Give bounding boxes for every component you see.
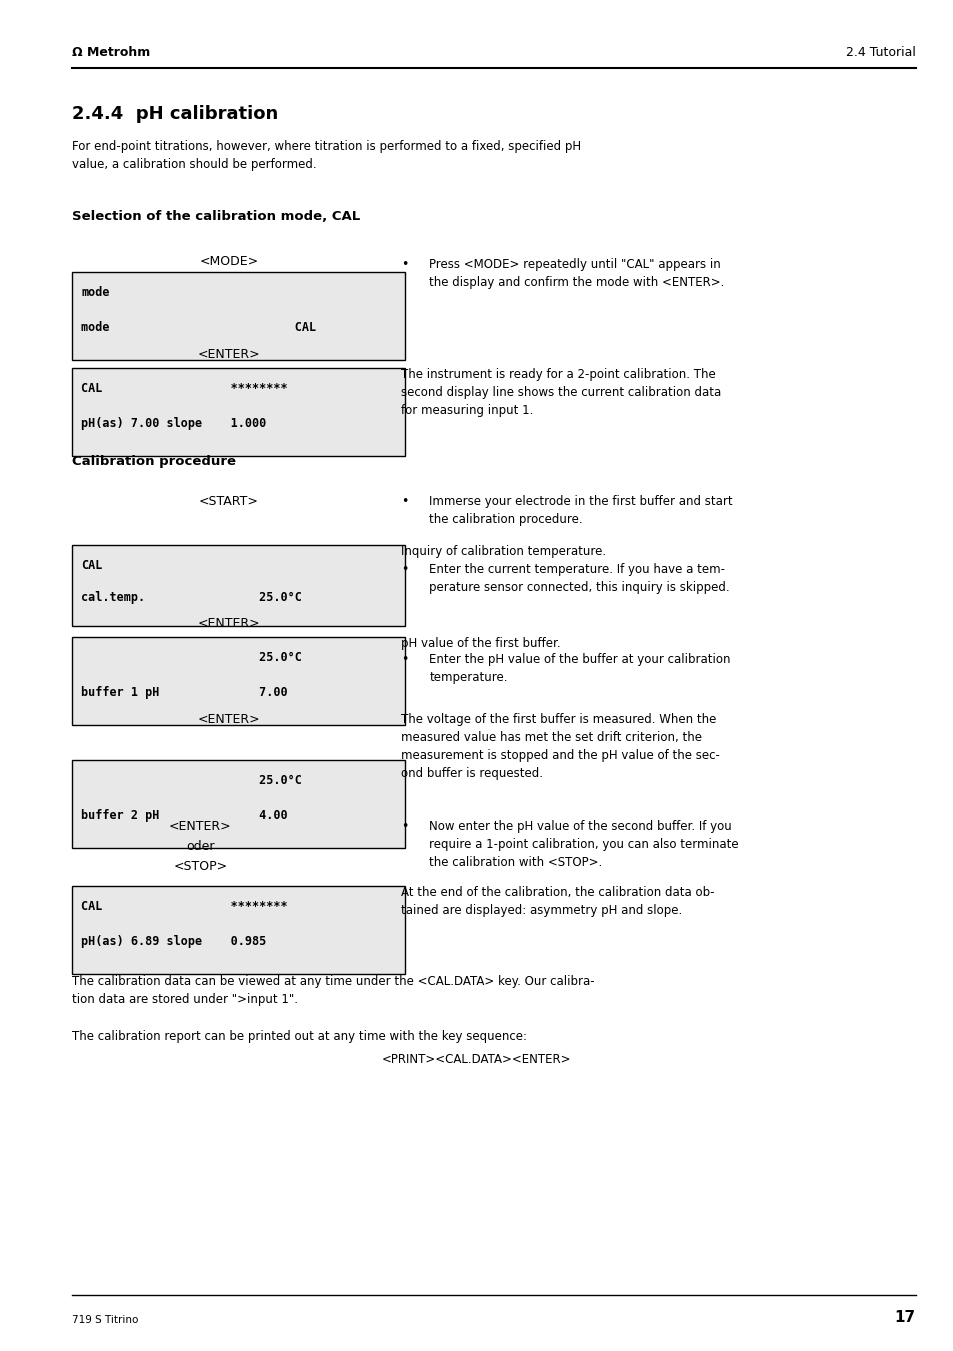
Text: <PRINT><CAL.DATA><ENTER>: <PRINT><CAL.DATA><ENTER> <box>382 1052 571 1066</box>
Text: Enter the pH value of the buffer at your calibration
temperature.: Enter the pH value of the buffer at your… <box>429 653 730 684</box>
Text: cal.temp.                25.0°C: cal.temp. 25.0°C <box>81 590 302 604</box>
Text: Enter the current temperature. If you have a tem-
perature sensor connected, thi: Enter the current temperature. If you ha… <box>429 563 729 594</box>
FancyBboxPatch shape <box>71 544 405 626</box>
Text: 25.0°C: 25.0°C <box>81 774 302 786</box>
Text: CAL: CAL <box>81 558 102 571</box>
Text: Ω Metrohm: Ω Metrohm <box>71 46 150 58</box>
Text: mode                          CAL: mode CAL <box>81 320 315 334</box>
Text: For end-point titrations, however, where titration is performed to a fixed, spec: For end-point titrations, however, where… <box>71 141 580 172</box>
Text: 2.4 Tutorial: 2.4 Tutorial <box>845 46 915 58</box>
Text: 17: 17 <box>894 1310 915 1325</box>
FancyBboxPatch shape <box>71 367 405 455</box>
Text: •: • <box>400 820 408 834</box>
FancyBboxPatch shape <box>71 761 405 848</box>
Text: 719 S Titrino: 719 S Titrino <box>71 1315 138 1325</box>
Text: <ENTER>: <ENTER> <box>197 349 260 361</box>
Text: CAL                  ********: CAL ******** <box>81 381 288 394</box>
Text: <MODE>: <MODE> <box>199 255 258 267</box>
Text: The calibration data can be viewed at any time under the <CAL.DATA> key. Our cal: The calibration data can be viewed at an… <box>71 975 594 1006</box>
Text: pH(as) 6.89 slope    0.985: pH(as) 6.89 slope 0.985 <box>81 935 266 947</box>
Text: Calibration procedure: Calibration procedure <box>71 455 235 467</box>
Text: 25.0°C: 25.0°C <box>81 651 302 663</box>
Text: buffer 2 pH              4.00: buffer 2 pH 4.00 <box>81 809 288 821</box>
Text: •: • <box>400 653 408 666</box>
Text: The voltage of the first buffer is measured. When the
measured value has met the: The voltage of the first buffer is measu… <box>400 713 719 780</box>
Text: Inquiry of calibration temperature.: Inquiry of calibration temperature. <box>400 544 605 558</box>
FancyBboxPatch shape <box>71 638 405 725</box>
Text: Now enter the pH value of the second buffer. If you
require a 1-point calibratio: Now enter the pH value of the second buf… <box>429 820 739 869</box>
Text: The calibration report can be printed out at any time with the key sequence:: The calibration report can be printed ou… <box>71 1029 526 1043</box>
Text: Selection of the calibration mode, CAL: Selection of the calibration mode, CAL <box>71 209 359 223</box>
Text: At the end of the calibration, the calibration data ob-
tained are displayed: as: At the end of the calibration, the calib… <box>400 886 714 917</box>
Text: •: • <box>400 494 408 508</box>
Text: oder: oder <box>186 840 214 852</box>
Text: •: • <box>400 258 408 272</box>
Text: pH value of the first buffer.: pH value of the first buffer. <box>400 638 559 650</box>
Text: The instrument is ready for a 2-point calibration. The
second display line shows: The instrument is ready for a 2-point ca… <box>400 367 720 417</box>
Text: <STOP>: <STOP> <box>173 861 227 873</box>
Text: Immerse your electrode in the first buffer and start
the calibration procedure.: Immerse your electrode in the first buff… <box>429 494 732 526</box>
Text: <ENTER>: <ENTER> <box>197 617 260 630</box>
Text: mode: mode <box>81 285 110 299</box>
Text: Press <MODE> repeatedly until "CAL" appears in
the display and confirm the mode : Press <MODE> repeatedly until "CAL" appe… <box>429 258 724 289</box>
Text: buffer 1 pH              7.00: buffer 1 pH 7.00 <box>81 686 288 698</box>
Text: pH(as) 7.00 slope    1.000: pH(as) 7.00 slope 1.000 <box>81 416 266 430</box>
Text: <START>: <START> <box>199 494 258 508</box>
Text: <ENTER>: <ENTER> <box>169 820 232 834</box>
Text: 2.4.4  pH calibration: 2.4.4 pH calibration <box>71 105 277 123</box>
Text: •: • <box>400 563 408 576</box>
Text: CAL                  ********: CAL ******** <box>81 900 288 912</box>
Text: <ENTER>: <ENTER> <box>197 713 260 725</box>
FancyBboxPatch shape <box>71 886 405 974</box>
FancyBboxPatch shape <box>71 272 405 359</box>
